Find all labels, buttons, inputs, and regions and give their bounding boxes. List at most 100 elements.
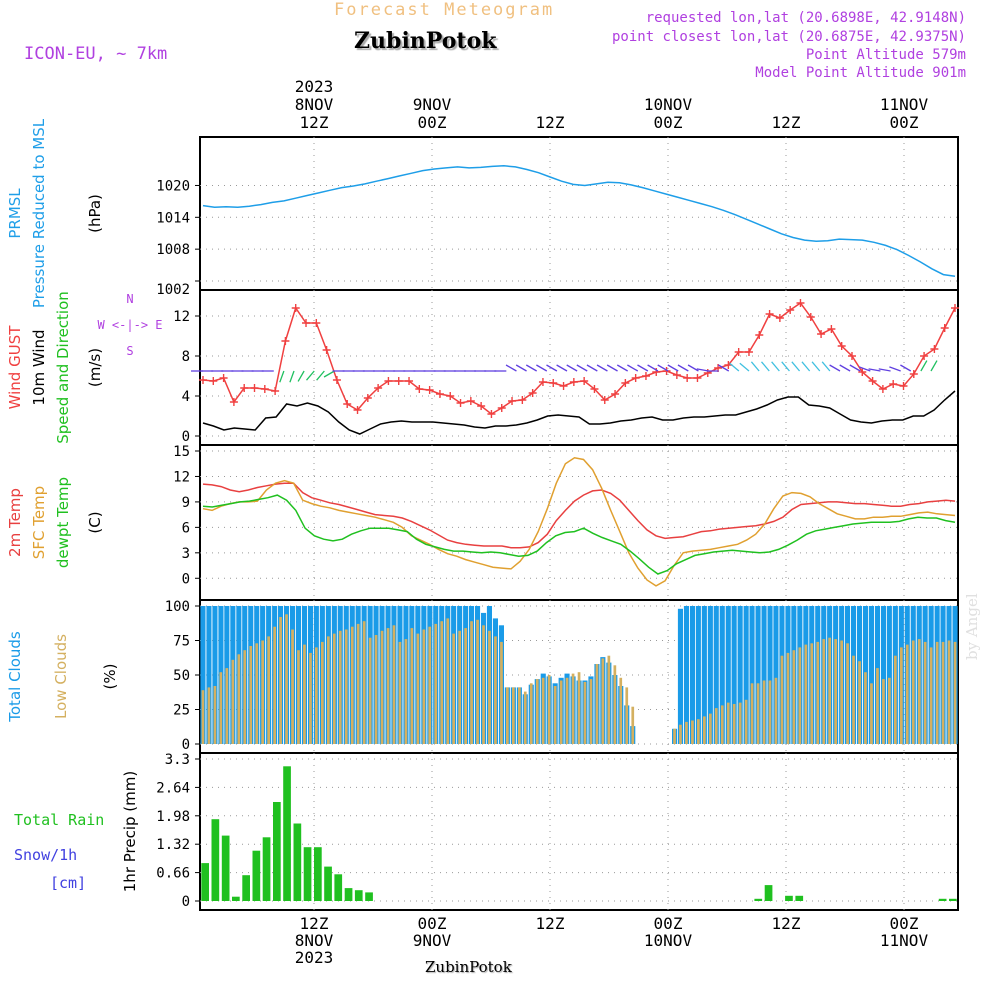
time-label-top: 12Z bbox=[536, 113, 565, 132]
panel-2 bbox=[195, 444, 959, 601]
wind-arrow bbox=[316, 370, 325, 381]
wind-arrow bbox=[930, 360, 938, 372]
gust-marker bbox=[930, 345, 939, 353]
gust-marker bbox=[332, 376, 341, 384]
bar bbox=[938, 898, 947, 901]
bar bbox=[731, 606, 737, 744]
gust-marker bbox=[302, 319, 311, 327]
bar bbox=[713, 606, 719, 744]
gust-marker bbox=[291, 304, 300, 312]
bar bbox=[255, 643, 259, 744]
time-label-bottom: 12Z bbox=[536, 914, 565, 933]
compass-s: S bbox=[126, 344, 133, 358]
time-label-bottom: 12Z bbox=[300, 914, 329, 933]
time-label-top: 2023 bbox=[295, 77, 334, 96]
time-label-bottom: 11NOV bbox=[880, 931, 929, 950]
bar bbox=[834, 639, 837, 744]
time-label-bottom: 8NOV bbox=[295, 931, 334, 950]
bar bbox=[589, 679, 593, 744]
wind-arrow bbox=[515, 364, 527, 372]
bar bbox=[273, 802, 281, 901]
gust-marker bbox=[384, 377, 393, 385]
y-tick-label: 0.66 bbox=[156, 866, 190, 882]
bar bbox=[738, 702, 742, 744]
gust-marker bbox=[250, 384, 259, 392]
wind-arrow bbox=[616, 364, 628, 372]
gust-marker bbox=[878, 385, 887, 393]
bar bbox=[868, 606, 874, 744]
bar bbox=[852, 655, 855, 744]
y-tick-label: 9 bbox=[182, 495, 190, 511]
bar bbox=[452, 633, 455, 744]
bar bbox=[571, 673, 575, 744]
gust-marker bbox=[425, 386, 434, 394]
bar bbox=[428, 626, 432, 744]
time-label-bottom: 12Z bbox=[772, 914, 801, 933]
bar bbox=[762, 680, 766, 744]
y-tick-label: 1014 bbox=[156, 210, 190, 226]
gust-marker bbox=[322, 346, 331, 354]
bar bbox=[422, 629, 426, 744]
gust-marker bbox=[343, 400, 352, 408]
bar bbox=[726, 702, 730, 744]
bar bbox=[949, 898, 957, 901]
axis-label: (hPa) bbox=[86, 194, 104, 233]
gust-marker bbox=[477, 402, 486, 410]
bar bbox=[297, 650, 300, 744]
axis-label: (%) bbox=[101, 664, 119, 690]
bar bbox=[242, 875, 250, 901]
gust-marker bbox=[775, 314, 784, 322]
bar bbox=[535, 679, 539, 744]
bar bbox=[303, 847, 312, 901]
wind-arrow bbox=[657, 364, 669, 372]
y-tick-label: 25 bbox=[173, 703, 190, 719]
bar bbox=[935, 641, 939, 744]
gust-marker bbox=[909, 370, 918, 378]
wind-arrow bbox=[566, 364, 578, 372]
gust-marker bbox=[312, 319, 321, 327]
gust-marker bbox=[662, 367, 671, 375]
station-title: ZubinPotok bbox=[354, 28, 497, 54]
series-line bbox=[202, 301, 956, 415]
bar bbox=[446, 618, 450, 744]
bar bbox=[911, 640, 915, 744]
axis-label: Pressure Reduced to MSL bbox=[30, 118, 48, 308]
bar bbox=[595, 664, 599, 744]
y-tick-label: 2.64 bbox=[156, 780, 190, 796]
bar bbox=[894, 655, 897, 744]
axis-label: (C) bbox=[86, 511, 104, 533]
bar bbox=[917, 639, 921, 744]
bar bbox=[440, 621, 444, 744]
bar bbox=[876, 668, 879, 744]
axis-label: (m/s) bbox=[86, 348, 104, 387]
bar bbox=[476, 619, 479, 744]
bar bbox=[221, 835, 230, 901]
bar bbox=[231, 659, 235, 744]
wind-arrow bbox=[667, 364, 679, 372]
bar bbox=[512, 687, 515, 744]
bar bbox=[380, 630, 384, 744]
rain-label: Total Rain bbox=[14, 811, 104, 829]
axis-label: Speed and Direction bbox=[54, 291, 72, 444]
bar bbox=[725, 606, 731, 744]
gust-marker bbox=[497, 404, 506, 412]
bar bbox=[929, 647, 933, 744]
axis-label: Wind GUST bbox=[6, 325, 24, 410]
gust-marker bbox=[631, 374, 640, 382]
bar bbox=[864, 672, 867, 744]
gust-marker bbox=[559, 382, 568, 390]
wind-arrow bbox=[829, 364, 841, 372]
bar bbox=[315, 647, 318, 744]
wind-arrow bbox=[729, 362, 740, 372]
bar bbox=[458, 630, 461, 744]
y-tick-label: 3 bbox=[182, 546, 190, 562]
gust-marker bbox=[837, 342, 846, 350]
axis-label: Low Clouds bbox=[52, 634, 70, 719]
wind-arrow bbox=[889, 366, 901, 372]
wind-arrow bbox=[771, 361, 780, 372]
gust-marker bbox=[590, 385, 599, 393]
wind-arrow bbox=[647, 364, 659, 372]
gust-marker bbox=[508, 397, 517, 405]
bar bbox=[279, 617, 282, 744]
series-line bbox=[202, 482, 956, 549]
